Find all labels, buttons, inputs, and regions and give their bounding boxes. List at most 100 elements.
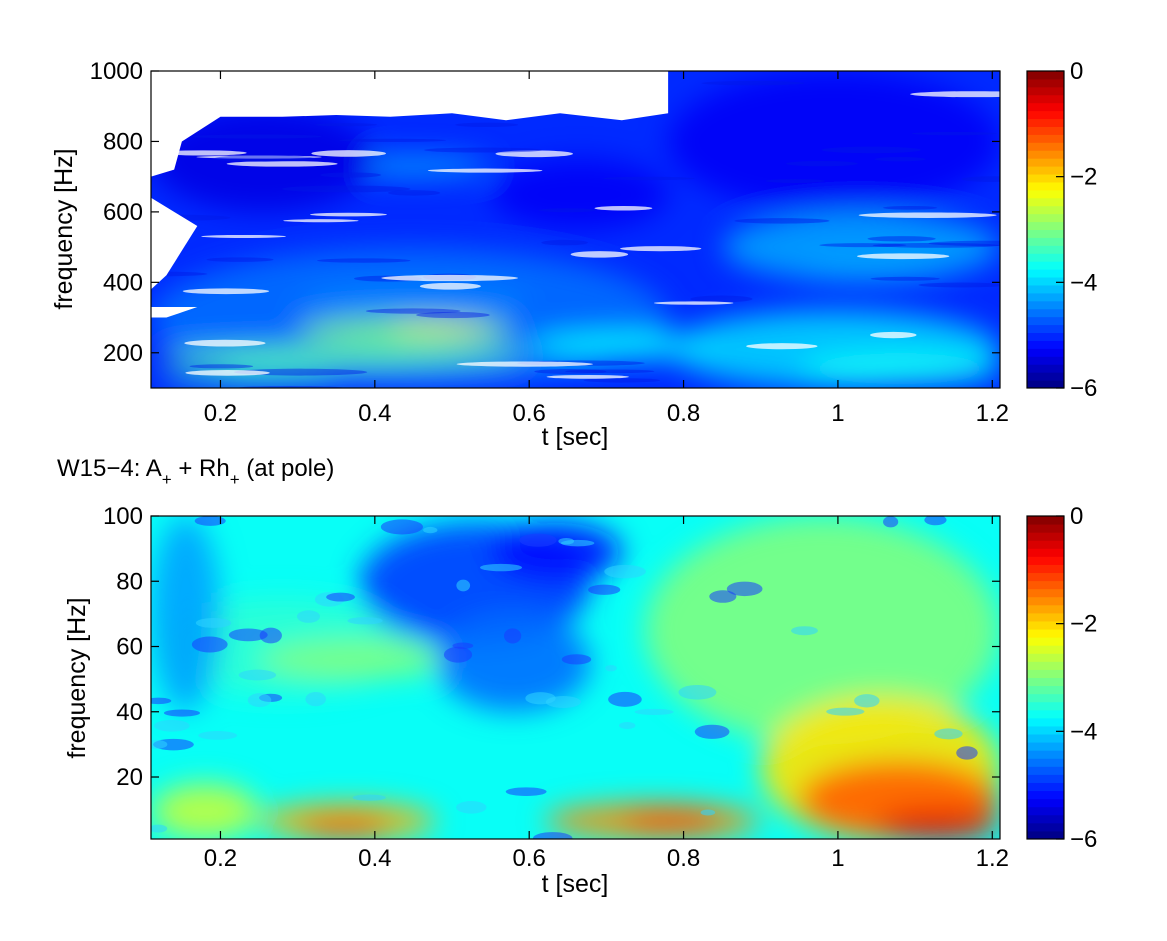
- top-colorbar-band: [1027, 340, 1064, 349]
- top-colorbar-band: [1027, 181, 1064, 191]
- bot-x-tick-label: 1.2: [976, 845, 1009, 872]
- bot-texture-streak: [423, 526, 438, 534]
- bot-texture-streak: [561, 654, 592, 665]
- top-no-data-area: [151, 71, 669, 177]
- top-texture-streak: [867, 236, 936, 242]
- bot-colorbar-band: [1027, 758, 1064, 767]
- top-texture-streak: [158, 150, 247, 156]
- bot-colorbar-band: [1027, 742, 1064, 751]
- bot-colorbar-band: [1027, 661, 1064, 670]
- top-texture-streak: [541, 239, 588, 246]
- bot-x-tick-label: 1: [831, 845, 844, 872]
- bot-colorbar-tick-label: −6: [1070, 826, 1097, 853]
- top-colorbar-tick-label: −6: [1070, 375, 1097, 402]
- bot-colorbar-tick-label: 0: [1070, 503, 1083, 530]
- top-texture-streak: [381, 274, 519, 282]
- top-colorbar-band: [1027, 78, 1064, 88]
- bot-texture-streak: [726, 581, 763, 597]
- top-colorbar-band: [1027, 348, 1064, 357]
- top-texture-streak: [495, 150, 574, 158]
- top-texture-streak: [918, 282, 1000, 288]
- bot-texture-streak: [956, 746, 978, 760]
- bot-heatmap-blob: [297, 816, 391, 839]
- bottom-x-ticks: 0.2 0.4 0.6 0.8 1 1.2: [204, 516, 1009, 872]
- top-texture-streak: [928, 240, 1000, 247]
- top-y-tick-label: 400: [103, 269, 143, 296]
- top-no-data-region: [151, 71, 669, 318]
- bot-colorbar-band: [1027, 725, 1064, 735]
- top-panel: 0.2 0.4 0.6 0.8 1 1.2 200 400 600 800 1000 t [sec…: [50, 58, 1097, 451]
- top-colorbar-band: [1027, 166, 1064, 175]
- top-axes-frame: [150, 70, 1001, 389]
- bot-heatmap-blob: [644, 516, 1000, 745]
- top-colorbar-band: [1027, 118, 1064, 127]
- top-texture-streak: [320, 172, 382, 178]
- top-colorbar-band: [1027, 213, 1064, 223]
- bot-colorbar-band: [1027, 806, 1064, 816]
- bot-colorbar-band: [1027, 548, 1064, 557]
- bot-texture-streak: [456, 579, 471, 592]
- top-texture-streak: [546, 374, 629, 379]
- bot-colorbar-band: [1027, 790, 1064, 800]
- top-texture-streak: [185, 370, 270, 376]
- bot-colorbar-band: [1027, 524, 1064, 533]
- top-colorbar-band: [1027, 102, 1064, 112]
- top-colorbar-band: [1027, 324, 1064, 334]
- bot-colorbar-band: [1027, 532, 1064, 541]
- top-texture-streak: [620, 246, 702, 252]
- bot-texture-streak: [604, 564, 646, 579]
- bot-colorbar-band: [1027, 774, 1064, 783]
- top-texture-streak: [416, 311, 490, 319]
- bot-texture-streak: [443, 646, 473, 663]
- bot-colorbar-band: [1027, 620, 1064, 630]
- top-texture-streak: [214, 155, 316, 162]
- bot-texture-streak: [503, 628, 522, 644]
- bot-texture-streak: [505, 787, 547, 797]
- top-colorbar-band: [1027, 308, 1064, 318]
- bot-colorbar-band: [1027, 685, 1064, 695]
- top-texture-streak: [869, 331, 917, 339]
- top-colorbar-band: [1027, 237, 1064, 246]
- bot-texture-streak: [634, 708, 674, 716]
- bot-texture-streak: [259, 627, 282, 644]
- top-texture-streak: [538, 208, 596, 213]
- bot-colorbar-band: [1027, 782, 1064, 792]
- top-texture-streak: [184, 339, 266, 347]
- bot-texture-streak: [151, 739, 168, 749]
- top-colorbar-band: [1027, 332, 1064, 341]
- bot-texture-streak: [525, 692, 556, 705]
- top-texture-streak: [192, 134, 322, 139]
- bot-texture-streak: [924, 516, 947, 526]
- bot-texture-streak: [619, 721, 636, 730]
- top-texture-streak: [911, 131, 997, 136]
- top-heatmap-blob: [297, 289, 530, 307]
- top-colorbar-band: [1027, 150, 1064, 159]
- bot-texture-streak: [519, 533, 557, 547]
- top-colorbar-tick-label: 0: [1070, 58, 1083, 85]
- bottom-x-axis-label: t [sec]: [542, 870, 609, 898]
- bot-texture-streak: [826, 707, 865, 716]
- top-texture-streak: [856, 253, 950, 260]
- bot-colorbar-band: [1027, 677, 1064, 687]
- bottom-y-axis-label: frequency [Hz]: [63, 597, 91, 758]
- bot-texture-streak: [605, 664, 617, 672]
- bot-texture-streak: [709, 590, 737, 603]
- top-texture-streak: [874, 156, 926, 162]
- top-texture-streak: [821, 146, 921, 154]
- top-x-ticks: 0.2 0.4 0.6 0.8 1 1.2: [204, 71, 1009, 427]
- top-texture-streak: [196, 155, 322, 159]
- bot-y-tick-label: 20: [116, 764, 143, 791]
- top-x-tick-label: 0.2: [204, 400, 237, 427]
- top-texture-streak: [746, 343, 818, 350]
- bot-heatmap-blob: [621, 809, 723, 833]
- bot-y-tick-label: 40: [116, 699, 143, 726]
- bot-texture-streak: [883, 516, 899, 528]
- top-x-tick-label: 0.8: [667, 400, 700, 427]
- top-texture-streak: [455, 122, 519, 128]
- top-texture-streak: [427, 168, 543, 173]
- bot-colorbar-band: [1027, 637, 1064, 646]
- bottom-panel-title: W15−4: A+ + Rh+ (at pole): [57, 455, 334, 489]
- bot-heatmap-blob: [436, 613, 591, 712]
- bot-y-tick-label: 80: [116, 568, 143, 595]
- top-texture-streak: [226, 161, 338, 167]
